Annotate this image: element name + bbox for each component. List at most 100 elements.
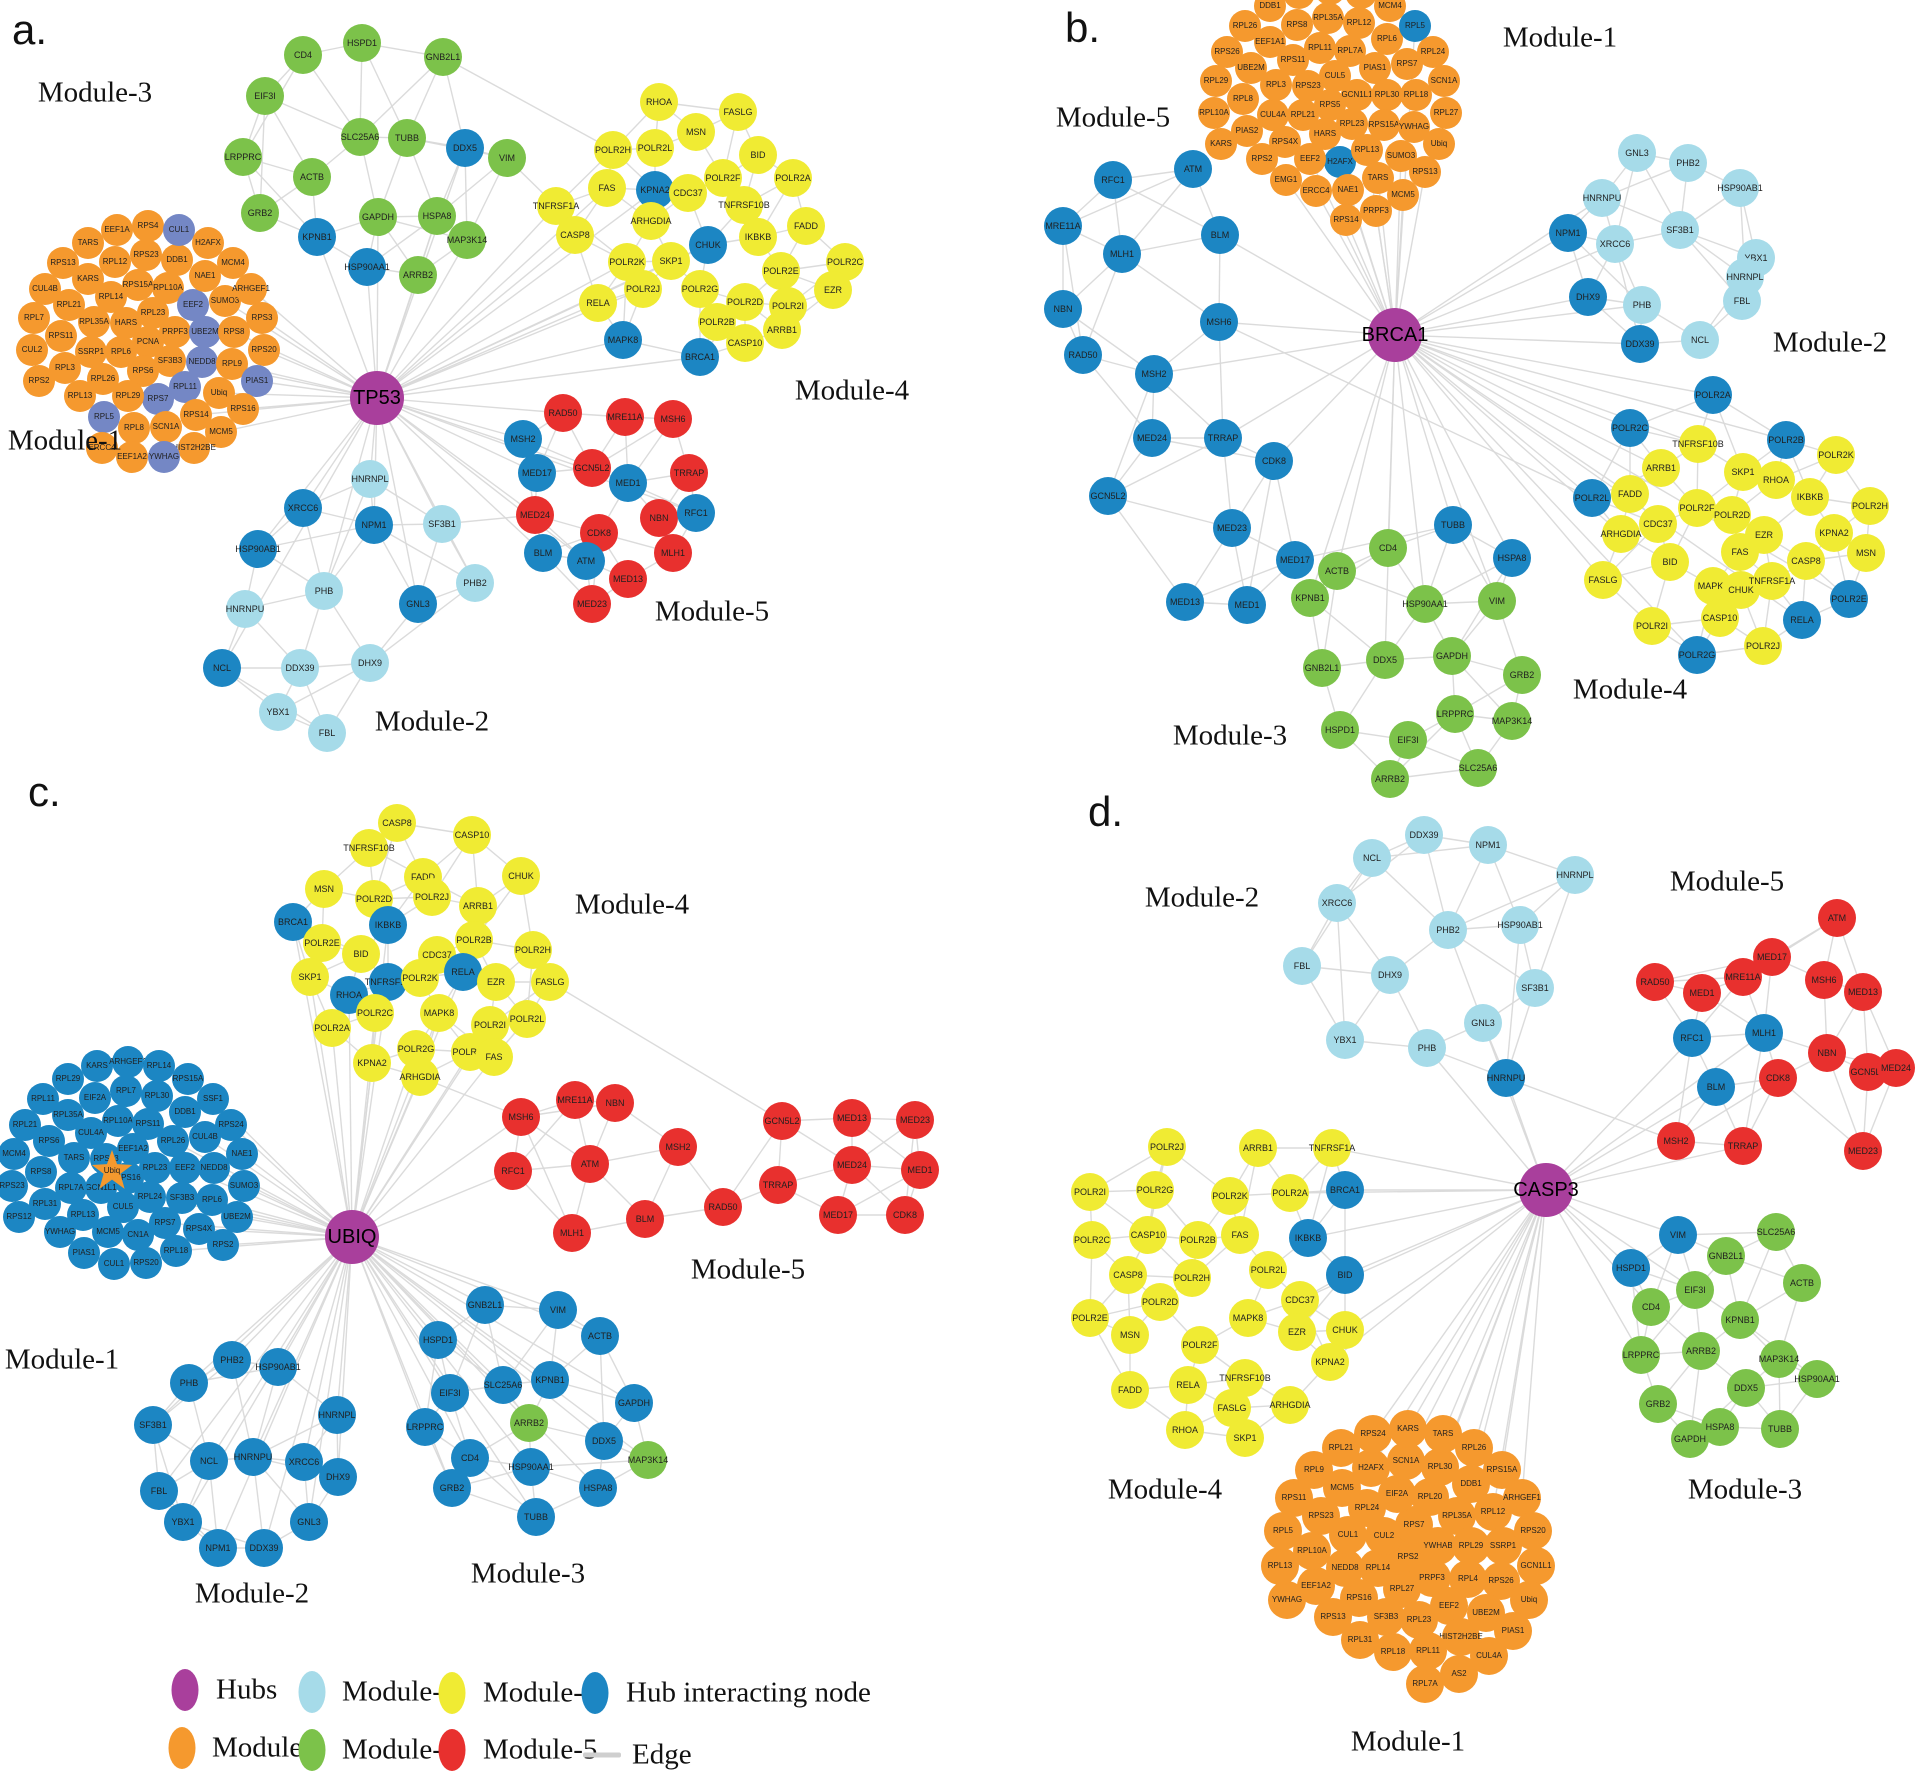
node-label: POLR2G — [1136, 1184, 1174, 1195]
node-MAP3K14: MAP3K14 — [447, 221, 487, 259]
node-MED17: MED17 — [1276, 541, 1314, 579]
node-label: RAD50 — [708, 1201, 738, 1212]
node-label: POLR2J — [1149, 1141, 1184, 1152]
node-label: POLR2I — [1073, 1186, 1106, 1197]
node-CD4: CD4 — [1369, 529, 1407, 567]
panel-letter: a. — [12, 6, 48, 53]
node-label: TRRAP — [1207, 432, 1239, 443]
node-label: SCN1A — [1430, 76, 1458, 85]
node-label: RPL24 — [137, 1192, 163, 1201]
node-ARHGDIA: ARHGDIA — [400, 1058, 441, 1096]
node-label: RPS23 — [1295, 81, 1321, 90]
node-MED1: MED1 — [901, 1151, 939, 1189]
node-label: RPL24 — [1354, 1503, 1380, 1512]
node-label: RPL21 — [12, 1120, 38, 1129]
node-FADD: FADD — [787, 207, 825, 245]
node-label: ATM — [580, 1158, 600, 1169]
node-RPL21: RPL21 — [1322, 1429, 1360, 1467]
node-label: POLR2G — [397, 1043, 435, 1054]
node-label: PHB2 — [1436, 924, 1460, 935]
node-CDK8: CDK8 — [1759, 1059, 1797, 1097]
node-label: DDX5 — [1733, 1382, 1758, 1393]
node-RPL29: RPL29 — [1200, 65, 1232, 97]
node-label: EZR — [1755, 529, 1773, 540]
node-CHUK: CHUK — [689, 226, 727, 264]
node-PIAS1: PIAS1 — [68, 1237, 100, 1269]
node-label: SKP1 — [1731, 466, 1755, 477]
node-label: IKBKB — [374, 919, 402, 930]
node-label: RPL26 — [1461, 1443, 1487, 1452]
node-label: CUL1 — [168, 225, 190, 234]
node-label: RPL9 — [1303, 1465, 1324, 1474]
node-label: FASLG — [1217, 1402, 1247, 1413]
node-label: PHB2 — [1676, 157, 1700, 168]
legend-swatch-module-2 — [298, 1671, 326, 1713]
node-label: KARS — [77, 274, 99, 283]
node-POLR2E: POLR2E — [762, 252, 800, 290]
legend-edge-line — [583, 1752, 621, 1758]
node-EIF3I: EIF3I — [1389, 721, 1427, 759]
node-label: RPS11 — [1281, 1493, 1307, 1502]
node-label: RPS16 — [1346, 1593, 1372, 1602]
node-label: PIAS1 — [72, 1248, 96, 1257]
node-label: MAPK8 — [607, 334, 639, 345]
node-SCN1A: SCN1A — [150, 411, 182, 443]
node-label: TNFRSF1A — [1748, 575, 1796, 586]
node-RPL29: RPL29 — [1452, 1527, 1490, 1565]
node-label: CASP10 — [1130, 1229, 1166, 1240]
node-label: NEDD8 — [1331, 1563, 1359, 1572]
node-NPM1: NPM1 — [355, 506, 393, 544]
node-HSP90AA1: HSP90AA1 — [344, 248, 390, 286]
node-TRRAP: TRRAP — [1204, 419, 1242, 457]
hub-label: BRCA1 — [1361, 324, 1429, 346]
node-MED24: MED24 — [516, 496, 554, 534]
node-label: DDX39 — [1409, 829, 1439, 840]
module-label-module-3: Module-3 — [470, 1557, 586, 1590]
node-label: DDB1 — [174, 1107, 196, 1116]
node-label: IKBKB — [1294, 1232, 1322, 1243]
node-label: MED17 — [521, 467, 552, 478]
node-HSPD1: HSPD1 — [343, 24, 381, 62]
node-label: EIF3I — [254, 90, 276, 101]
node-label: RPS2 — [212, 1240, 234, 1249]
node-HNRNPU: HNRNPU — [1487, 1059, 1525, 1097]
node-label: RFC1 — [1680, 1032, 1704, 1043]
node-label: CDC37 — [1643, 518, 1673, 529]
node-POLR2L: POLR2L — [1573, 479, 1611, 517]
node-CASP8: CASP8 — [378, 804, 416, 842]
node-label: GCN5L2 — [1090, 490, 1126, 501]
node-KPNA2: KPNA2 — [1311, 1343, 1349, 1381]
node-NAE1: NAE1 — [226, 1138, 258, 1170]
node-label: SLC25A6 — [1458, 762, 1498, 773]
node-RPS20: RPS20 — [1345, 0, 1377, 9]
node-POLR2C: POLR2C — [1073, 1221, 1111, 1259]
node-label: HSP90AB1 — [1717, 182, 1763, 193]
node-RPL29: RPL29 — [52, 1063, 84, 1095]
node-label: RPL13 — [70, 1210, 96, 1219]
node-MED17: MED17 — [819, 1196, 857, 1234]
node-label: YBX1 — [1744, 252, 1768, 263]
node-label: CASP8 — [1113, 1269, 1143, 1280]
node-label: POLR2J — [414, 891, 449, 902]
node-MED13: MED13 — [609, 560, 647, 598]
node-NBN: NBN — [640, 499, 678, 537]
node-label: RHOA — [335, 989, 362, 1000]
node-label: PHB — [1417, 1042, 1437, 1053]
node-label: RPL18 — [1403, 90, 1429, 99]
node-POLR2A: POLR2A — [313, 1009, 351, 1047]
node-label: RPL3 — [54, 363, 75, 372]
node-label: NPM1 — [1475, 839, 1501, 850]
node-label: RPL10A — [153, 283, 183, 292]
node-ATM: ATM — [1174, 150, 1212, 188]
node-label: POLR2I — [473, 1019, 506, 1030]
node-label: YWHAG — [1271, 1595, 1303, 1604]
node-NCL: NCL — [1681, 321, 1719, 359]
node-RAD50: RAD50 — [544, 394, 582, 432]
node-label: MED23 — [576, 598, 607, 609]
node-label: RPS4X — [185, 1224, 213, 1233]
node-EZR: EZR — [814, 271, 852, 309]
node-PRPF3: PRPF3 — [159, 316, 191, 348]
node-KPNB1: KPNB1 — [298, 218, 336, 256]
node-label: MSH2 — [665, 1141, 691, 1152]
node-KPNA2: KPNA2 — [1815, 514, 1853, 552]
